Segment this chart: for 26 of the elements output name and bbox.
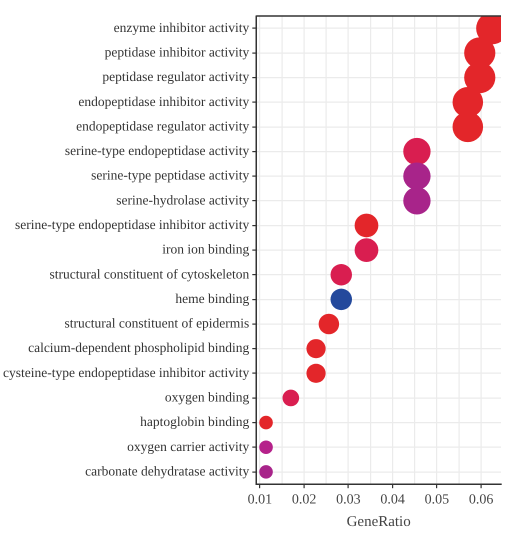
x-tick-label: 0.06 [468,492,494,508]
x-axis-title: GeneRatio [346,514,411,530]
y-tick-label: structural constituent of cytoskeleton [49,266,250,282]
x-tick-label: 0.04 [380,492,405,508]
y-tick-label: endopeptidase inhibitor activity [78,94,250,109]
x-tick-label: 0.01 [248,492,272,508]
y-tick-label: iron ion binding [162,242,250,257]
y-tick-label: oxygen binding [164,390,250,404]
y-tick-label: oxygen carrier activity [127,438,250,454]
y-tick-label: serine-hydrolase activity [116,192,250,208]
y-tick-label: cysteine-type endopeptidase inhibitor activity [2,364,250,380]
y-tick-label: endopeptidase regulator activity [76,118,250,134]
y-tick-label: calcium-dependent phospholipid binding [28,340,250,356]
y-tick-label: peptidase inhibitor activity [104,44,250,60]
y-tick-label: enzyme inhibitor activity [114,20,250,35]
y-tick-label: serine-type endopeptidase activity [64,143,250,158]
y-tick-label: haptoglobin binding [140,414,250,430]
x-tick-label: 0.03 [336,492,361,508]
x-tick-label: 0.05 [424,492,450,508]
y-tick-label: heme binding [175,290,250,306]
y-tick-label: peptidase regulator activity [102,69,250,84]
x-tick-label: 0.02 [292,492,316,508]
y-tick-label: serine-type endopeptidase inhibitor activity [14,217,250,232]
y-tick-label: serine-type peptidase activity [91,168,250,183]
y-tick-label: carbonate dehydratase activity [85,463,250,478]
y-tick-label: structural constituent of epidermis [64,316,250,331]
